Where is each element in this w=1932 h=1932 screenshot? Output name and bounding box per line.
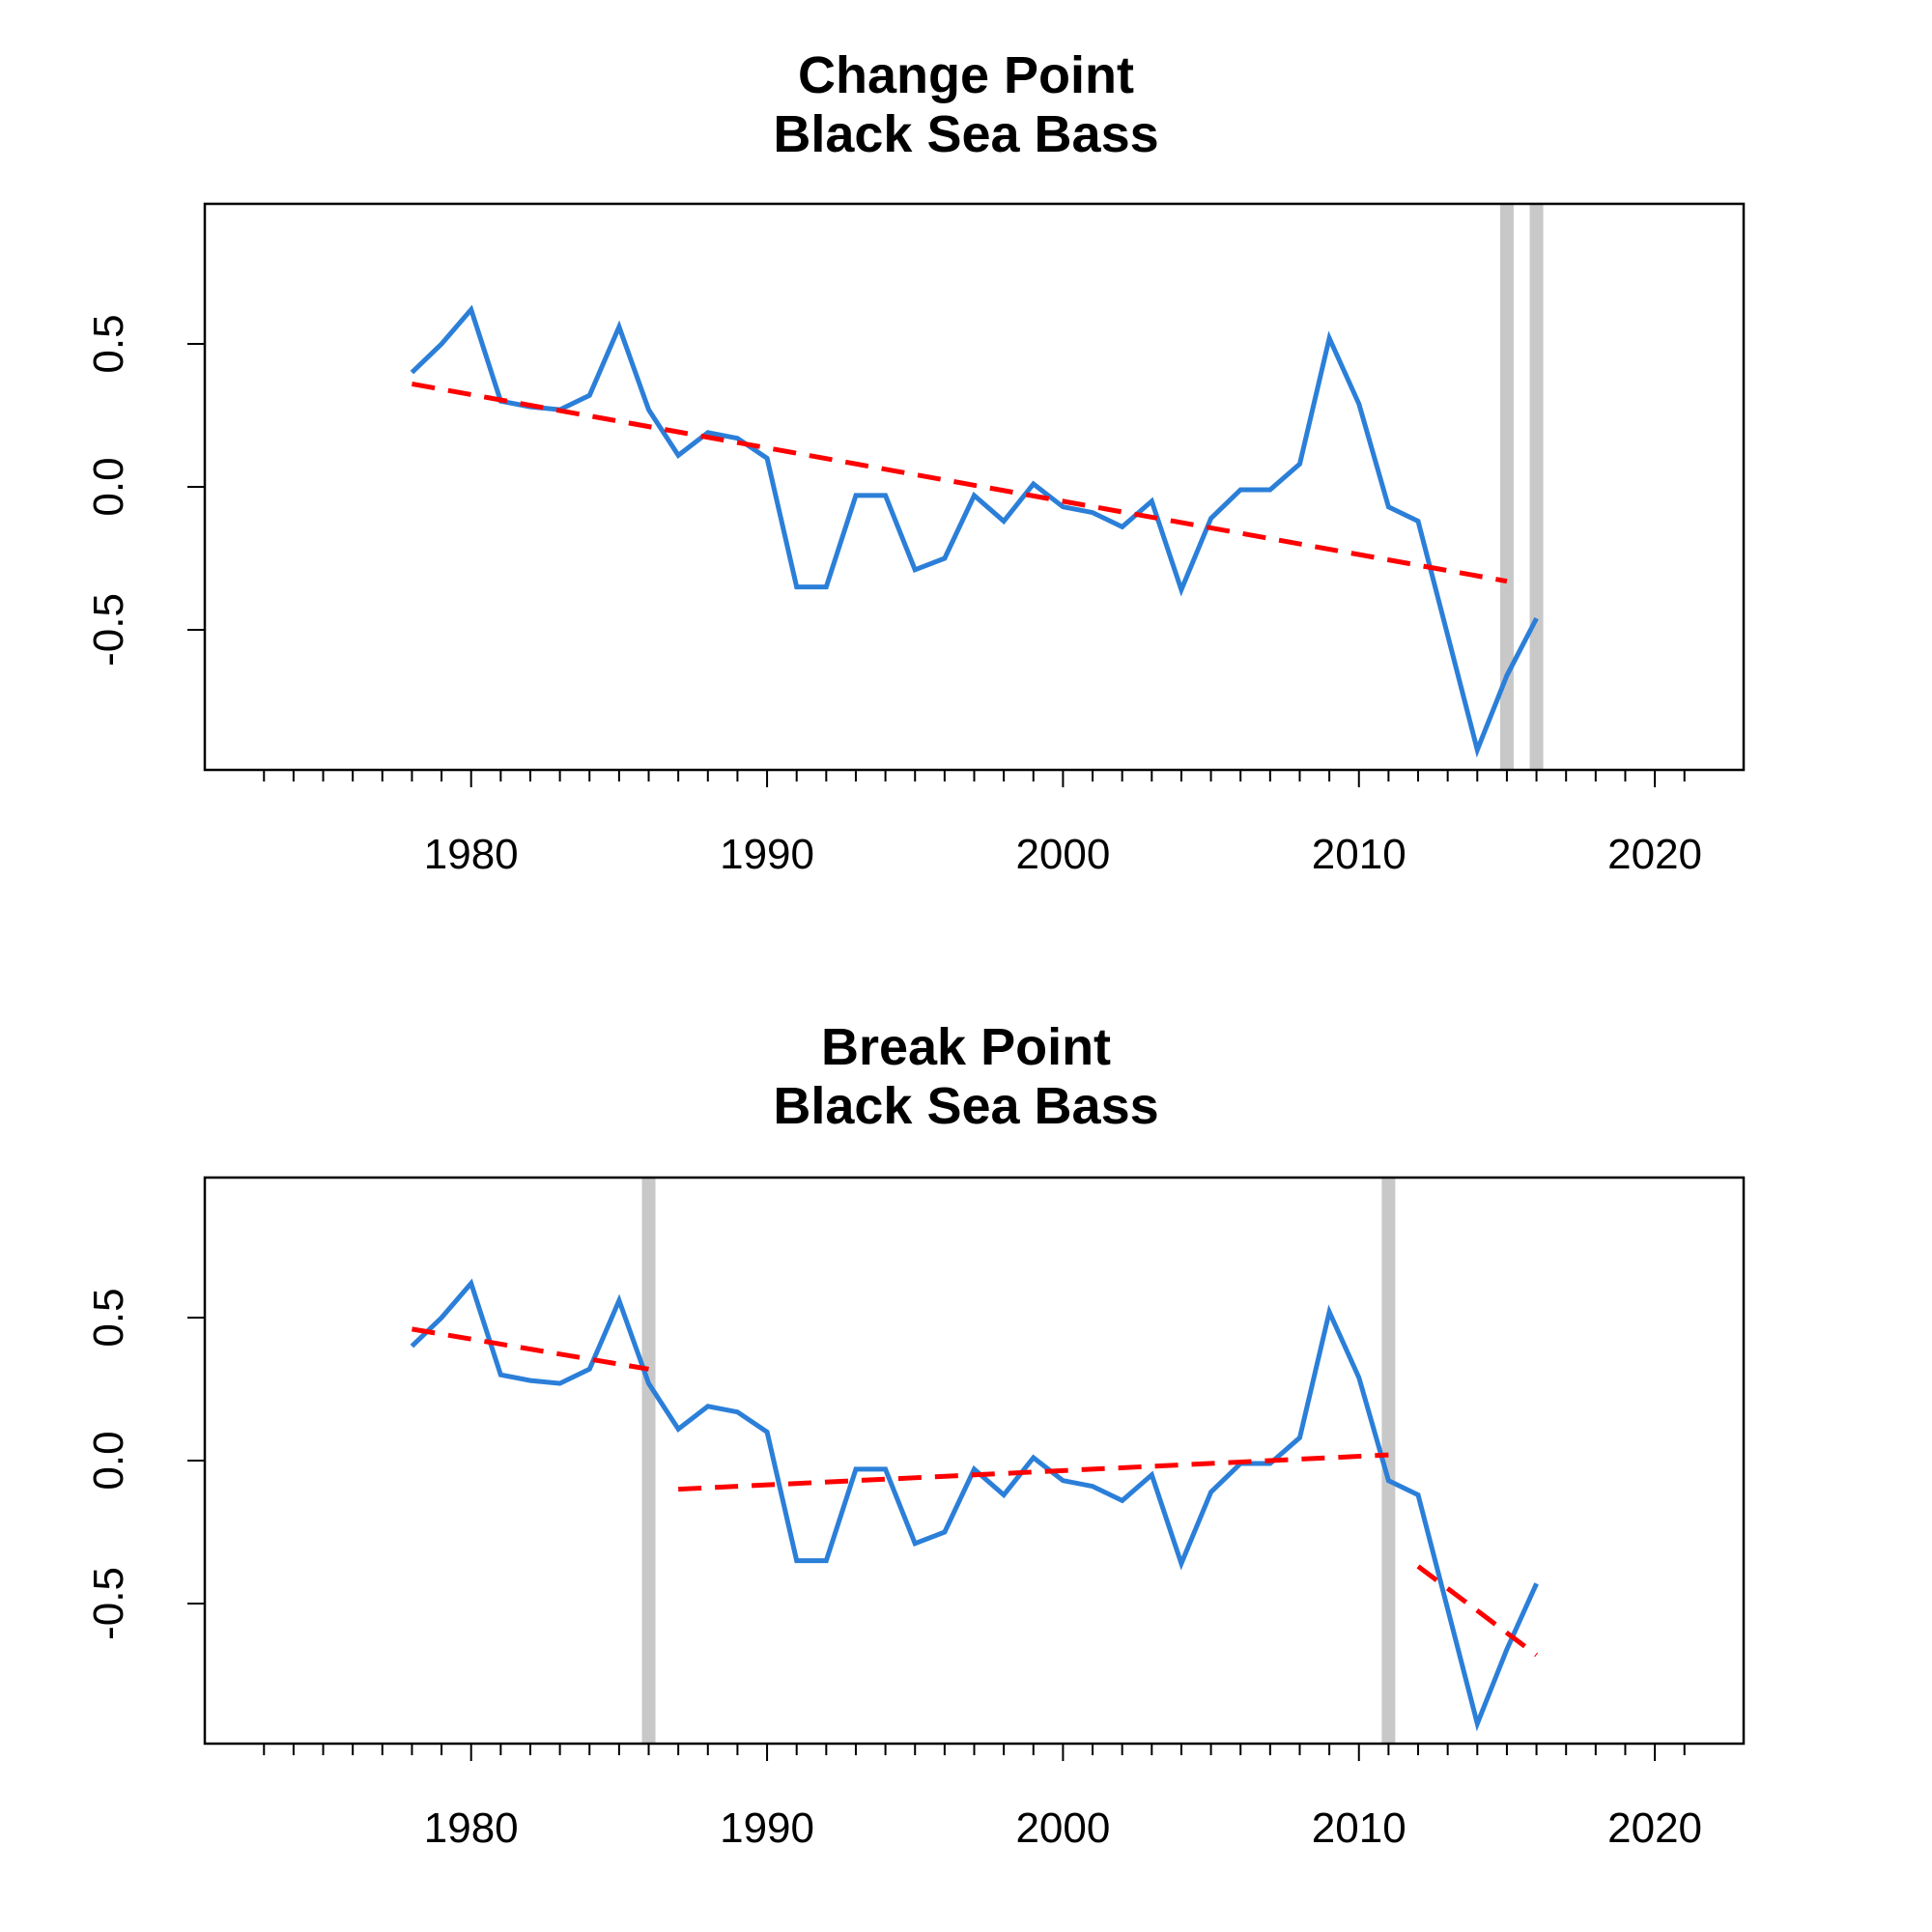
x-tick-label: 1990	[720, 831, 814, 878]
y-tick-label: 0.0	[85, 1431, 132, 1490]
fit-segment	[1416, 1564, 1539, 1658]
fit-segment	[412, 1326, 649, 1372]
x-tick-label: 2010	[1312, 831, 1406, 878]
y-tick-label: 0.5	[85, 1288, 132, 1347]
x-tick-label: 2020	[1607, 1804, 1702, 1852]
y-tick-label: 0.0	[85, 457, 132, 516]
y-tick-label: -0.5	[85, 1567, 132, 1640]
panel-title: Break Point	[821, 1018, 1111, 1076]
fit-segment	[678, 1452, 1389, 1492]
plot-area: 1980 1990 2000 2010 2020 -0.5 0.0 0.5	[85, 1176, 1746, 1852]
panel-subtitle: Black Sea Bass	[773, 1077, 1158, 1135]
panel-subtitle: Black Sea Bass	[773, 105, 1158, 163]
y-tick-label: 0.5	[85, 314, 132, 373]
change-point-panel: Change Point Black Sea Bass 1980 1990 2000…	[85, 46, 1746, 878]
x-tick-label: 2000	[1015, 831, 1110, 878]
x-tick-label: 2010	[1312, 1804, 1406, 1852]
x-tick-label: 2020	[1607, 831, 1702, 878]
x-tick-label: 1980	[424, 831, 519, 878]
break-point-panel: Break Point Black Sea Bass 1980 1990 2000 2…	[85, 1018, 1746, 1852]
panel-title: Change Point	[798, 46, 1134, 104]
y-tick-label: -0.5	[85, 593, 132, 667]
fit-segment	[411, 381, 1508, 584]
plot-area: 1980 1990 2000 2010 2020 -0.5 0.0 0.5	[85, 202, 1746, 878]
series-line	[410, 1278, 1539, 1732]
x-tick-label: 2000	[1015, 1804, 1110, 1852]
series-line	[410, 304, 1539, 758]
x-tick-label: 1990	[720, 1804, 814, 1852]
x-tick-label: 1980	[424, 1804, 519, 1852]
